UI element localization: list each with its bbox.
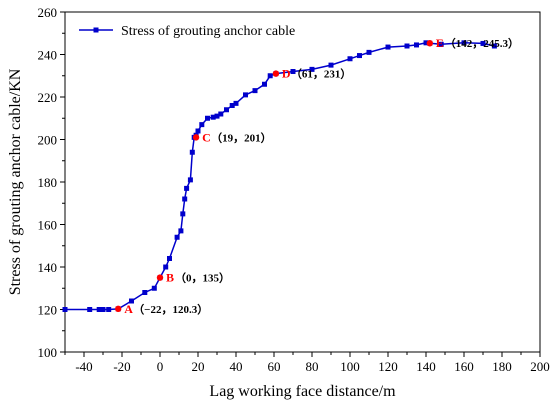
data-point <box>229 103 235 108</box>
plot-frame <box>64 11 541 353</box>
annotation-letter: C <box>202 130 211 144</box>
data-point <box>243 92 248 98</box>
x-tick-label: 180 <box>492 359 512 374</box>
annotation-letter: B <box>166 271 174 285</box>
data-point <box>328 62 334 68</box>
x-tick-label: 80 <box>306 359 319 374</box>
y-tick-label: 140 <box>38 260 58 275</box>
data-point <box>106 307 112 312</box>
x-axis-title: Lag working face distance/m <box>209 383 396 400</box>
series-line <box>65 42 495 311</box>
data-point <box>167 256 172 261</box>
data-point <box>210 114 216 120</box>
data-point <box>174 234 180 240</box>
annotation-point <box>426 40 433 47</box>
data-point <box>267 73 273 79</box>
data-point <box>129 298 134 304</box>
legend-marker <box>93 27 99 33</box>
data-point <box>62 307 68 312</box>
data-point <box>178 228 184 234</box>
x-axis-ticks: -40 -20 0 20 40 60 80 100 120 140 160 180 200 <box>64 352 550 374</box>
data-point <box>199 122 205 128</box>
data-point <box>480 40 486 46</box>
data-point <box>309 66 315 72</box>
data-point <box>214 113 220 119</box>
data-point <box>182 196 188 202</box>
x-tick-label: 40 <box>230 359 243 374</box>
data-point <box>357 53 362 59</box>
annotation-coords: （19，201） <box>211 131 272 144</box>
data-point <box>205 115 210 121</box>
data-point <box>187 177 193 183</box>
annotation-point <box>156 274 164 281</box>
annotation-letter: E <box>436 36 444 50</box>
data-point <box>142 290 148 295</box>
data-point <box>385 44 391 50</box>
x-tick-label: 120 <box>378 359 398 374</box>
x-tick-label: 20 <box>192 359 205 374</box>
x-tick-label: 160 <box>454 359 474 374</box>
data-point <box>180 211 186 217</box>
x-tick-label: -20 <box>113 359 130 374</box>
annotation-letter: D <box>282 67 291 81</box>
data-point <box>224 107 229 113</box>
x-tick-label: 60 <box>268 359 281 374</box>
annotation-point <box>192 134 200 141</box>
data-point <box>184 185 190 191</box>
y-tick-label: 160 <box>38 218 58 233</box>
y-tick-label: 200 <box>38 133 58 148</box>
data-point <box>404 43 410 49</box>
data-point <box>414 42 419 48</box>
y-tick-label: 260 <box>38 5 58 20</box>
y-tick-label: 100 <box>38 345 58 360</box>
data-point <box>491 43 497 49</box>
annotation-coords: （0，135） <box>175 272 230 285</box>
y-tick-label: 180 <box>38 175 58 190</box>
y-tick-label: 240 <box>38 48 58 63</box>
data-point <box>262 81 267 87</box>
y-axis-title: Stress of grouting anchor cable/KN <box>7 68 24 295</box>
data-point <box>87 307 93 312</box>
data-point <box>189 149 195 155</box>
legend: Stress of grouting anchor cable <box>79 24 295 39</box>
x-tick-label: -40 <box>75 359 92 374</box>
data-point <box>290 69 296 74</box>
legend-label: Stress of grouting anchor cable <box>121 24 295 39</box>
data-point <box>218 111 224 117</box>
y-tick-label: 120 <box>38 303 58 318</box>
y-tick-label: 220 <box>38 90 58 105</box>
annotation-coords: （61，231） <box>291 68 352 81</box>
data-point <box>163 264 169 270</box>
data-point <box>151 285 157 291</box>
annotation-point <box>115 305 122 313</box>
annotation-letter: A <box>124 302 133 316</box>
data-point <box>461 40 467 46</box>
annotation-coords: （−22，120.3） <box>133 303 208 316</box>
x-tick-label: 200 <box>530 359 550 374</box>
series-layer <box>62 40 497 312</box>
data-point <box>96 307 102 312</box>
annotation-point <box>272 70 280 77</box>
data-point <box>252 88 258 94</box>
data-point <box>233 100 239 106</box>
data-point <box>438 41 444 47</box>
x-tick-label: 100 <box>340 359 360 374</box>
data-point <box>100 307 106 312</box>
data-point <box>195 128 201 134</box>
data-point <box>347 56 353 62</box>
data-point <box>366 49 372 55</box>
y-axis-ticks: 100 120 140 160 180 200 220 240 260 <box>38 5 65 360</box>
x-tick-label: 0 <box>157 359 164 374</box>
data-point <box>423 40 429 46</box>
annotation-coords: （142，245.3） <box>445 37 519 50</box>
annotation-layer: A （−22，120.3） B （0，135） C （19，201） D （61，231） E （… <box>115 36 519 316</box>
x-tick-label: 140 <box>416 359 436 374</box>
